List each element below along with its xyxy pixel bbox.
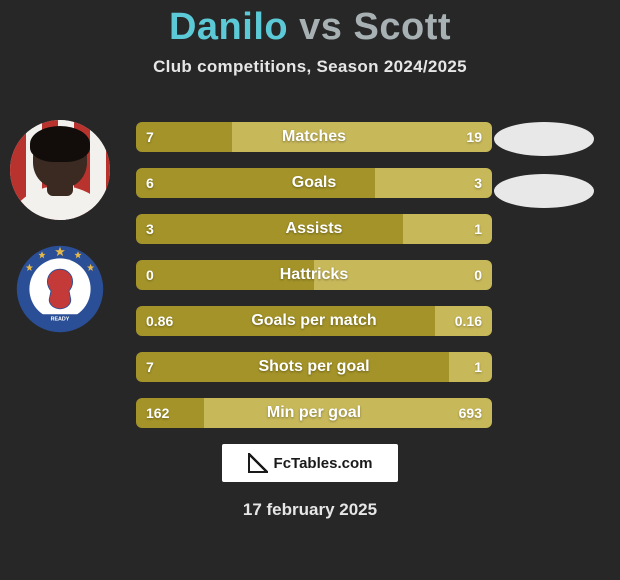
stat-bar-p1: 0 (136, 260, 314, 290)
player1-name: Danilo (169, 6, 288, 48)
stat-bar-p1: 0.86 (136, 306, 435, 336)
stat-value-p2: 19 (466, 129, 482, 145)
stat-value-p1: 7 (146, 129, 154, 145)
stat-row: 71Shots per goal (136, 352, 492, 382)
club2-silhouette (494, 174, 594, 208)
stat-value-p2: 693 (459, 405, 482, 421)
stat-row: 719Matches (136, 122, 492, 152)
stat-value-p1: 162 (146, 405, 169, 421)
stat-value-p1: 0 (146, 267, 154, 283)
stat-value-p2: 1 (474, 359, 482, 375)
stat-bar-p1: 7 (136, 122, 232, 152)
stat-bar-p2: 0.16 (435, 306, 492, 336)
stat-bar-p1: 7 (136, 352, 449, 382)
stat-value-p1: 6 (146, 175, 154, 191)
stat-value-p2: 3 (474, 175, 482, 191)
player2-name: Scott (354, 6, 452, 48)
stat-row: 00Hattricks (136, 260, 492, 290)
subtitle: Club competitions, Season 2024/2025 (0, 57, 620, 77)
stat-value-p2: 0.16 (455, 313, 482, 329)
right-column (494, 122, 604, 226)
title: Danilo vs Scott (0, 0, 620, 49)
stat-bar-p2: 1 (449, 352, 492, 382)
stat-bar-p2: 693 (204, 398, 492, 428)
stat-bar-p2: 0 (314, 260, 492, 290)
stat-row: 31Assists (136, 214, 492, 244)
stat-bar-p2: 1 (403, 214, 492, 244)
stat-row: 162693Min per goal (136, 398, 492, 428)
left-column: READY (10, 120, 110, 339)
club-badge-icon: READY (15, 244, 105, 334)
stat-value-p2: 1 (474, 221, 482, 237)
stat-bar-p1: 6 (136, 168, 375, 198)
date-text: 17 february 2025 (0, 500, 620, 520)
stat-value-p1: 0.86 (146, 313, 173, 329)
stat-bar-p2: 3 (375, 168, 492, 198)
stat-bar-p1: 3 (136, 214, 403, 244)
comparison-card: Danilo vs Scott Club competitions, Seaso… (0, 0, 620, 580)
player1-avatar (10, 120, 110, 220)
brand-logo: FcTables.com (222, 444, 398, 482)
stat-rows: 719Matches63Goals31Assists00Hattricks0.8… (136, 122, 492, 444)
stat-row: 0.860.16Goals per match (136, 306, 492, 336)
stat-value-p1: 3 (146, 221, 154, 237)
brand-text: FcTables.com (274, 455, 373, 472)
stat-value-p2: 0 (474, 267, 482, 283)
chart-icon (248, 453, 268, 473)
player2-silhouette (494, 122, 594, 156)
stat-bar-p1: 162 (136, 398, 204, 428)
stat-row: 63Goals (136, 168, 492, 198)
vs-label: vs (299, 6, 342, 48)
stat-bar-p2: 19 (232, 122, 492, 152)
stat-value-p1: 7 (146, 359, 154, 375)
svg-text:READY: READY (51, 317, 70, 323)
